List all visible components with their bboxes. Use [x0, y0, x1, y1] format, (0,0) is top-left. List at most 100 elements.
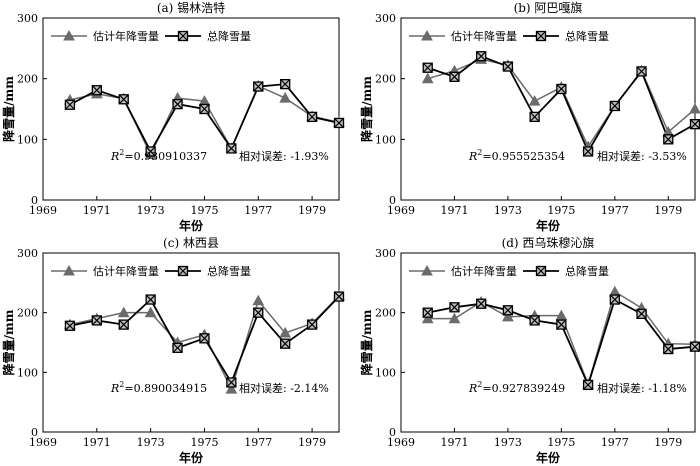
y-tick-label: 0 — [31, 194, 38, 207]
point-total — [582, 379, 594, 391]
x-tick-label: 1969 — [29, 436, 57, 449]
x-axis-label: 年份 — [179, 450, 204, 465]
x-tick-label: 1977 — [601, 436, 629, 449]
y-axis-label: 降雪量/mm — [1, 309, 16, 375]
series-line-total — [69, 83, 340, 154]
y-tick-label: 0 — [389, 426, 396, 439]
legend-marker-total — [177, 265, 189, 277]
chart-title: (b) 阿巴嘎旗 — [514, 0, 583, 15]
y-tick-label: 0 — [389, 194, 396, 207]
y-tick-label: 300 — [375, 247, 396, 260]
point-total — [145, 294, 156, 305]
point-total — [636, 66, 647, 77]
chart-title: (d) 西乌珠穆沁旗 — [502, 235, 595, 250]
y-tick-label: 200 — [17, 73, 38, 86]
x-tick-label: 1975 — [547, 436, 575, 449]
series-line-total — [427, 55, 696, 154]
legend-marker-total — [177, 30, 189, 42]
chart-panel-2: (b) 阿巴嘎旗 0 100 200 300 1969 1971 1973 1975 1977 19… — [359, 0, 700, 233]
y-tick-label: 300 — [375, 12, 396, 25]
plot-frame — [42, 252, 340, 433]
x-tick-label: 1973 — [137, 436, 165, 449]
r2-annotation: R2=0.930910337 — [110, 148, 207, 163]
y-tick-label: 100 — [375, 133, 396, 146]
x-axis-label: 年份 — [179, 218, 204, 233]
point-total — [226, 143, 237, 154]
point-total — [556, 319, 567, 330]
legend-label-estimated: 估计年降雪量 — [451, 29, 517, 43]
x-tick-label: 1971 — [440, 436, 468, 449]
point-total — [226, 377, 237, 388]
legend-label-total: 总降雪量 — [565, 264, 609, 278]
y-tick-label: 200 — [375, 307, 396, 320]
x-tick-label: 1979 — [654, 204, 682, 217]
y-axis-label: 降雪量/mm — [359, 309, 374, 375]
legend: 估计年降雪量 总降雪量 — [409, 29, 609, 43]
point-estimated — [117, 306, 130, 318]
legend: 估计年降雪量 总降雪量 — [51, 29, 251, 43]
point-total — [172, 98, 183, 110]
legend-marker-estimated — [421, 264, 433, 276]
plot-frame — [400, 252, 696, 433]
point-estimated — [502, 310, 514, 322]
x-tick-label: 1969 — [387, 436, 415, 449]
point-total — [449, 302, 460, 313]
y-tick-label: 100 — [17, 366, 38, 379]
legend-marker-estimated — [421, 29, 433, 41]
point-total — [502, 61, 514, 72]
x-tick-label: 1973 — [494, 436, 522, 449]
point-total — [306, 319, 318, 330]
point-total — [280, 78, 291, 90]
legend-marker-total — [535, 265, 547, 277]
point-estimated — [144, 306, 157, 318]
y-tick-label: 100 — [375, 366, 396, 379]
y-tick-label: 100 — [17, 133, 38, 146]
legend: 估计年降雪量 总降雪量 — [409, 264, 609, 278]
point-total — [172, 342, 183, 354]
point-total — [306, 111, 318, 123]
point-total — [689, 341, 700, 352]
point-estimated — [225, 383, 238, 394]
point-total — [422, 62, 433, 73]
x-tick-label: 1973 — [137, 204, 165, 217]
x-tick-label: 1971 — [440, 204, 468, 217]
x-tick-label: 1975 — [547, 204, 575, 217]
y-tick-label: 300 — [17, 247, 38, 260]
relative-error-annotation: 相对误差: -2.14% — [239, 381, 329, 395]
y-tick-label: 300 — [17, 12, 38, 25]
x-tick-label: 1975 — [190, 204, 218, 217]
point-total — [663, 134, 674, 145]
point-total — [449, 71, 460, 82]
x-tick-label: 1975 — [190, 436, 218, 449]
point-estimated — [279, 326, 292, 338]
point-total — [476, 51, 487, 62]
legend-label-total: 总降雪量 — [207, 264, 251, 278]
x-axis-label: 年份 — [536, 450, 561, 465]
chart-title: (c) 林西县 — [163, 236, 219, 250]
chart-panel-4: (d) 西乌珠穆沁旗 0 100 200 300 1969 1971 1973 1975 1977… — [359, 235, 700, 465]
legend: 估计年降雪量 总降雪量 — [51, 264, 251, 278]
point-total — [476, 298, 487, 309]
point-total — [529, 111, 540, 123]
point-total — [145, 146, 156, 157]
legend-label-estimated: 估计年降雪量 — [93, 264, 159, 278]
x-tick-label: 1977 — [601, 204, 629, 217]
point-total — [529, 315, 540, 326]
x-tick-label: 1969 — [29, 204, 57, 217]
point-total — [422, 307, 433, 318]
x-tick-label: 1979 — [298, 204, 326, 217]
x-tick-label: 1979 — [654, 436, 682, 449]
point-estimated — [448, 312, 461, 324]
legend-marker-total — [535, 30, 547, 42]
point-total — [502, 305, 514, 316]
point-total — [333, 291, 345, 302]
x-tick-label: 1973 — [494, 204, 522, 217]
point-estimated — [421, 72, 434, 84]
x-tick-label: 1969 — [387, 204, 415, 217]
plot-frame — [42, 17, 340, 201]
point-total — [64, 320, 76, 331]
point-total — [556, 83, 567, 95]
relative-error-annotation: 相对误差: -1.93% — [239, 149, 329, 163]
y-axis-label: 降雪量/mm — [1, 76, 16, 142]
point-estimated — [252, 294, 265, 306]
